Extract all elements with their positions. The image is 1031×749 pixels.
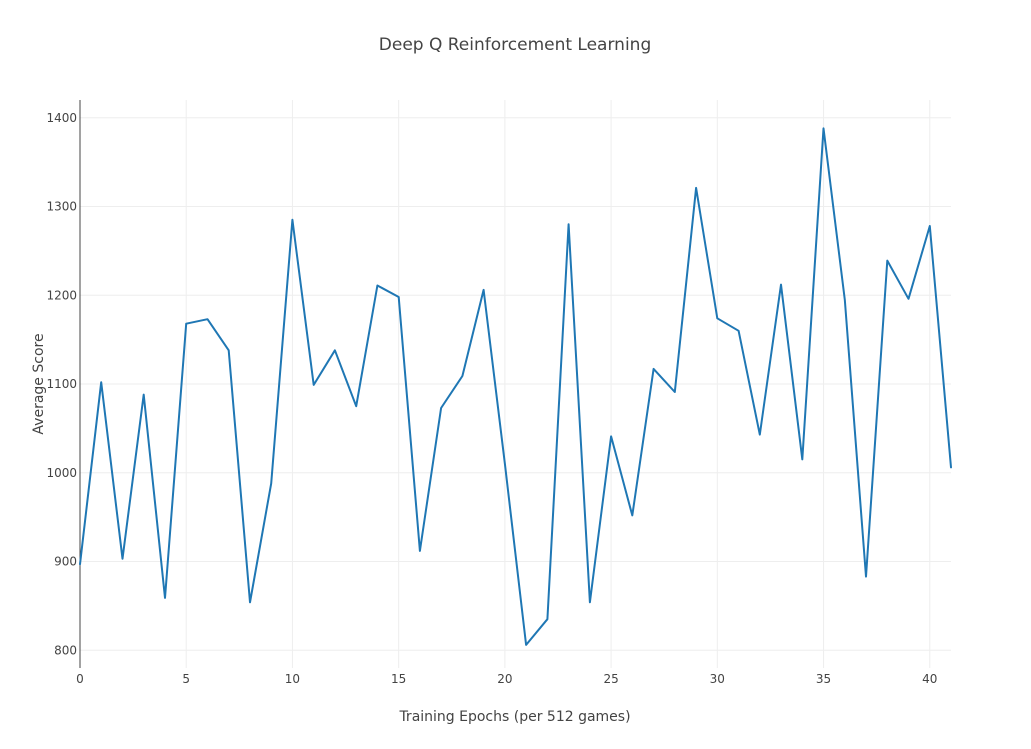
x-tick-label: 40 bbox=[922, 672, 937, 686]
x-tick-label: 5 bbox=[182, 672, 190, 686]
chart-title: Deep Q Reinforcement Learning bbox=[379, 35, 651, 55]
x-tick-label: 35 bbox=[816, 672, 831, 686]
y-tick-label: 900 bbox=[54, 555, 77, 569]
series-layer bbox=[79, 127, 952, 646]
y-tick-label: 1400 bbox=[46, 111, 77, 125]
y-tick-label: 1300 bbox=[46, 200, 77, 214]
y-tick-label: 1000 bbox=[46, 466, 77, 480]
grid bbox=[79, 100, 951, 668]
x-tick-label: 10 bbox=[285, 672, 300, 686]
x-axis-title: Training Epochs (per 512 games) bbox=[398, 709, 630, 725]
x-tick-label: 20 bbox=[497, 672, 512, 686]
x-tick-label: 25 bbox=[603, 672, 618, 686]
x-tick-label: 15 bbox=[391, 672, 406, 686]
x-tick-label: 0 bbox=[76, 672, 84, 686]
y-tick-label: 1100 bbox=[46, 377, 77, 391]
y-tick-label: 1200 bbox=[46, 288, 77, 302]
y-tick-labels: 800 900 1000 1100 1200 1300 1400 bbox=[46, 111, 77, 658]
y-tick-label: 800 bbox=[54, 643, 77, 657]
x-tick-label: 30 bbox=[710, 672, 725, 686]
x-tick-labels: 0 5 10 15 20 25 30 35 40 bbox=[76, 672, 937, 686]
y-axis-title: Average Score bbox=[31, 333, 47, 434]
series-line bbox=[79, 127, 952, 646]
